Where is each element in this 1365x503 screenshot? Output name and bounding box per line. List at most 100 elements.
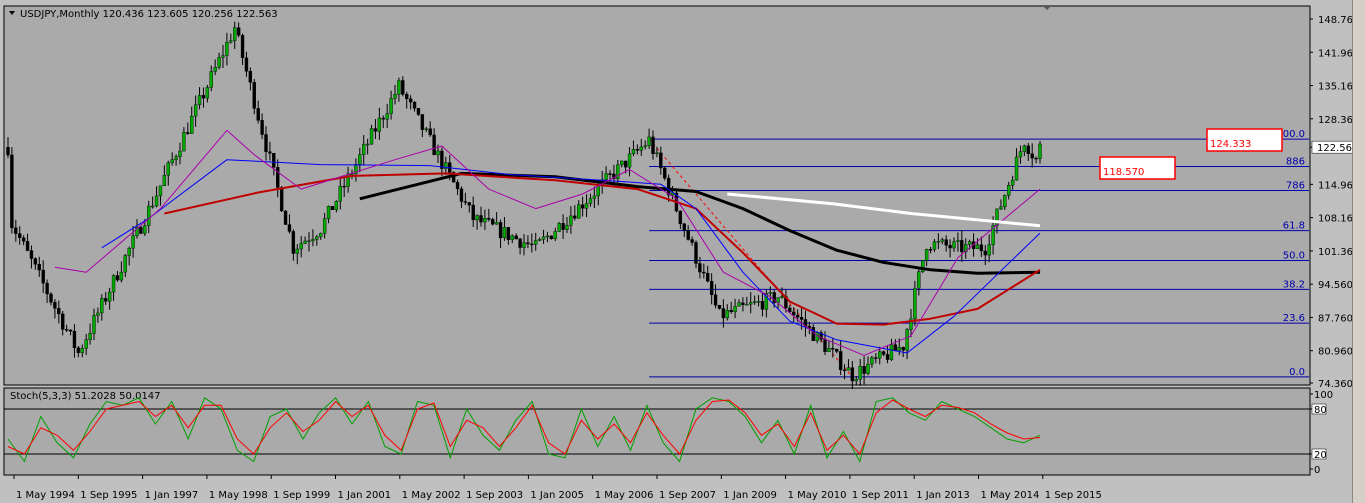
candle-body (135, 227, 139, 236)
candle-body (858, 366, 862, 380)
candle-body (475, 215, 479, 221)
current-price-box (1311, 140, 1352, 154)
candle-body (682, 223, 686, 231)
candle-body (944, 239, 948, 246)
candle-body (897, 347, 901, 351)
fib-level-label-6: 23.6 (1283, 313, 1305, 324)
candle-body (666, 177, 671, 196)
candle-body (620, 160, 624, 166)
candle-body (905, 329, 909, 351)
candle-body (545, 235, 550, 238)
candle-body (717, 305, 722, 309)
candle-body (303, 240, 307, 244)
x-tick-label-8: 1 Jan 2005 (530, 490, 584, 501)
candle-body (41, 269, 45, 284)
candle-body (233, 27, 237, 41)
candle-body (928, 249, 933, 251)
x-tick-label-0: 1 May 1994 (16, 490, 75, 501)
fib-level-label-4: 50.0 (1283, 250, 1305, 261)
candle-body (467, 202, 471, 206)
candle-body (143, 225, 147, 234)
candle-body (221, 55, 225, 58)
candle-body (631, 149, 636, 155)
candle-body (209, 71, 213, 88)
candle-body (119, 271, 124, 281)
candle-body (1003, 195, 1007, 208)
candle-body (240, 35, 245, 59)
candle-body (901, 347, 905, 351)
candle-body (111, 275, 116, 293)
candle-body (733, 305, 737, 313)
candle-body (741, 302, 745, 305)
candle-body (248, 71, 253, 83)
scroll-down-arrow[interactable] (1353, 490, 1365, 503)
candle-body (295, 248, 299, 254)
vertical-scrollbar[interactable] (1352, 0, 1365, 503)
candle-body (213, 67, 217, 72)
x-tick-label-9: 1 May 2006 (595, 490, 654, 501)
candle-body (276, 167, 280, 188)
candle-body (10, 154, 14, 229)
candle-body (49, 293, 53, 303)
fib-level-label-0: 100.0 (1276, 129, 1305, 140)
candle-body (244, 57, 249, 72)
y-tick-label-2: 135.160 (1318, 82, 1352, 93)
candle-body (756, 300, 761, 303)
stoch-tick-label-0: 100 (1314, 390, 1333, 401)
candle-body (494, 222, 499, 225)
stoch-tick-label-1: 80 (1314, 405, 1327, 416)
candle-body (330, 206, 335, 211)
candle-body (530, 243, 534, 246)
candle-body (889, 344, 894, 360)
candle-body (885, 354, 890, 360)
candle-body (190, 115, 194, 134)
candle-body (229, 40, 233, 43)
callout-top-label: 124.333 (1210, 139, 1251, 150)
scroll-up-arrow[interactable] (1353, 0, 1365, 13)
candle-body (29, 250, 34, 259)
y-tick-label-3: 128.360 (1318, 115, 1352, 126)
candle-body (635, 149, 640, 151)
candle-body (362, 143, 366, 155)
candle-body (686, 229, 690, 240)
candle-body (68, 329, 73, 332)
candle-body (322, 218, 327, 234)
y-tick-label-1: 141.960 (1318, 48, 1352, 59)
candle-body (725, 309, 729, 319)
candle-body (381, 117, 385, 120)
candle-body (975, 244, 980, 249)
candle-body (432, 134, 436, 156)
candle-body (107, 291, 112, 302)
candle-body (588, 198, 593, 204)
y-tick-label-5: 114.960 (1318, 180, 1352, 191)
candle-body (623, 160, 628, 168)
candle-body (807, 325, 812, 328)
symbol-dropdown-icon (9, 11, 15, 15)
candle-body (498, 222, 503, 239)
candle-body (436, 150, 440, 156)
candle-body (80, 348, 84, 353)
x-tick-label-13: 1 Sep 2011 (852, 490, 909, 501)
candle-body (694, 242, 698, 264)
candle-body (655, 152, 659, 155)
candle-body (537, 239, 542, 241)
candle-body (792, 311, 796, 316)
y-tick-label-7: 101.360 (1318, 247, 1352, 258)
candle-body (21, 237, 26, 242)
candle-body (874, 357, 878, 359)
candle-body (960, 240, 964, 253)
candle-body (291, 231, 296, 254)
candle-body (854, 378, 858, 382)
candle-body (838, 351, 843, 371)
candle-body (881, 351, 886, 355)
candle-body (334, 200, 339, 211)
candle-body (1010, 179, 1015, 186)
candle-body (299, 243, 303, 250)
candle-body (178, 150, 182, 157)
candle-body (749, 302, 753, 305)
candle-body (870, 357, 874, 365)
candle-body (205, 87, 210, 99)
candle-body (158, 185, 163, 197)
candle-body (721, 308, 726, 319)
